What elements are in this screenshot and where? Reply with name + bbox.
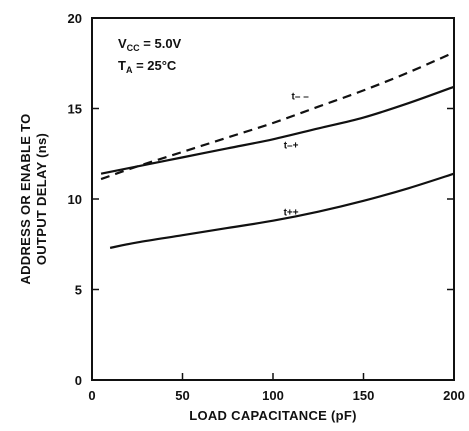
test-conditions: VCC = 5.0V TA = 25°C (118, 36, 182, 75)
y-tick-label: 10 (68, 192, 82, 207)
series-line (109, 172, 455, 249)
x-tick-label: 0 (88, 388, 95, 403)
x-axis-label: LOAD CAPACITANCE (pF) (189, 408, 357, 423)
series-line (100, 85, 455, 175)
y-tick-label: 15 (68, 102, 82, 117)
vcc-condition: VCC = 5.0V (118, 36, 182, 53)
y-axis-label: ADDRESS OR ENABLE TO OUTPUT DELAY (ns) (18, 113, 49, 284)
ta-condition: TA = 25°C (118, 58, 177, 75)
series-label: t–+ (284, 140, 299, 151)
series-line (100, 51, 455, 181)
y-tick-label: 20 (68, 11, 82, 26)
x-tick-label: 150 (353, 388, 375, 403)
x-tick-label: 200 (443, 388, 465, 403)
y-tick-label: 5 (75, 283, 82, 298)
y-tick-label: 0 (75, 373, 82, 388)
ticks-layer: 0 50 100 150 200 0 5 10 15 20 (68, 11, 465, 403)
x-tick-label: 50 (175, 388, 189, 403)
x-tick-label: 100 (262, 388, 284, 403)
series-label: t– – (292, 91, 310, 102)
series-layer: t– – t–+ t++ (100, 51, 455, 249)
y-axis-label-line-2: OUTPUT DELAY (ns) (34, 133, 49, 265)
y-axis-label-line-1: ADDRESS OR ENABLE TO (18, 113, 33, 284)
series-label: t++ (284, 207, 299, 218)
